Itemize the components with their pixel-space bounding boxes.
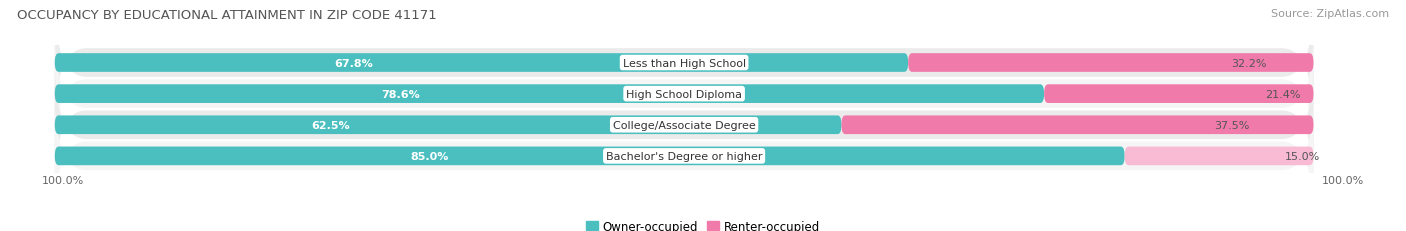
Text: 100.0%: 100.0% — [42, 175, 84, 185]
Text: Bachelor's Degree or higher: Bachelor's Degree or higher — [606, 151, 762, 161]
FancyBboxPatch shape — [908, 54, 1313, 73]
Text: 100.0%: 100.0% — [1322, 175, 1364, 185]
FancyBboxPatch shape — [841, 116, 1313, 134]
FancyBboxPatch shape — [55, 54, 908, 73]
Text: OCCUPANCY BY EDUCATIONAL ATTAINMENT IN ZIP CODE 41171: OCCUPANCY BY EDUCATIONAL ATTAINMENT IN Z… — [17, 9, 437, 22]
Text: High School Diploma: High School Diploma — [626, 89, 742, 99]
FancyBboxPatch shape — [1125, 147, 1313, 165]
Text: 21.4%: 21.4% — [1265, 89, 1301, 99]
Text: 85.0%: 85.0% — [411, 151, 449, 161]
Text: 67.8%: 67.8% — [335, 58, 373, 68]
Text: 15.0%: 15.0% — [1285, 151, 1320, 161]
Text: Less than High School: Less than High School — [623, 58, 745, 68]
Text: College/Associate Degree: College/Associate Degree — [613, 120, 755, 130]
FancyBboxPatch shape — [55, 85, 1045, 103]
Text: 62.5%: 62.5% — [311, 120, 350, 130]
FancyBboxPatch shape — [55, 116, 841, 134]
FancyBboxPatch shape — [55, 0, 1313, 126]
FancyBboxPatch shape — [1045, 85, 1313, 103]
Text: 37.5%: 37.5% — [1215, 120, 1250, 130]
FancyBboxPatch shape — [55, 93, 1313, 219]
FancyBboxPatch shape — [55, 62, 1313, 188]
Text: 78.6%: 78.6% — [381, 89, 420, 99]
FancyBboxPatch shape — [55, 147, 1125, 165]
FancyBboxPatch shape — [55, 31, 1313, 158]
Text: Source: ZipAtlas.com: Source: ZipAtlas.com — [1271, 9, 1389, 19]
Legend: Owner-occupied, Renter-occupied: Owner-occupied, Renter-occupied — [581, 215, 825, 231]
Text: 32.2%: 32.2% — [1232, 58, 1267, 68]
